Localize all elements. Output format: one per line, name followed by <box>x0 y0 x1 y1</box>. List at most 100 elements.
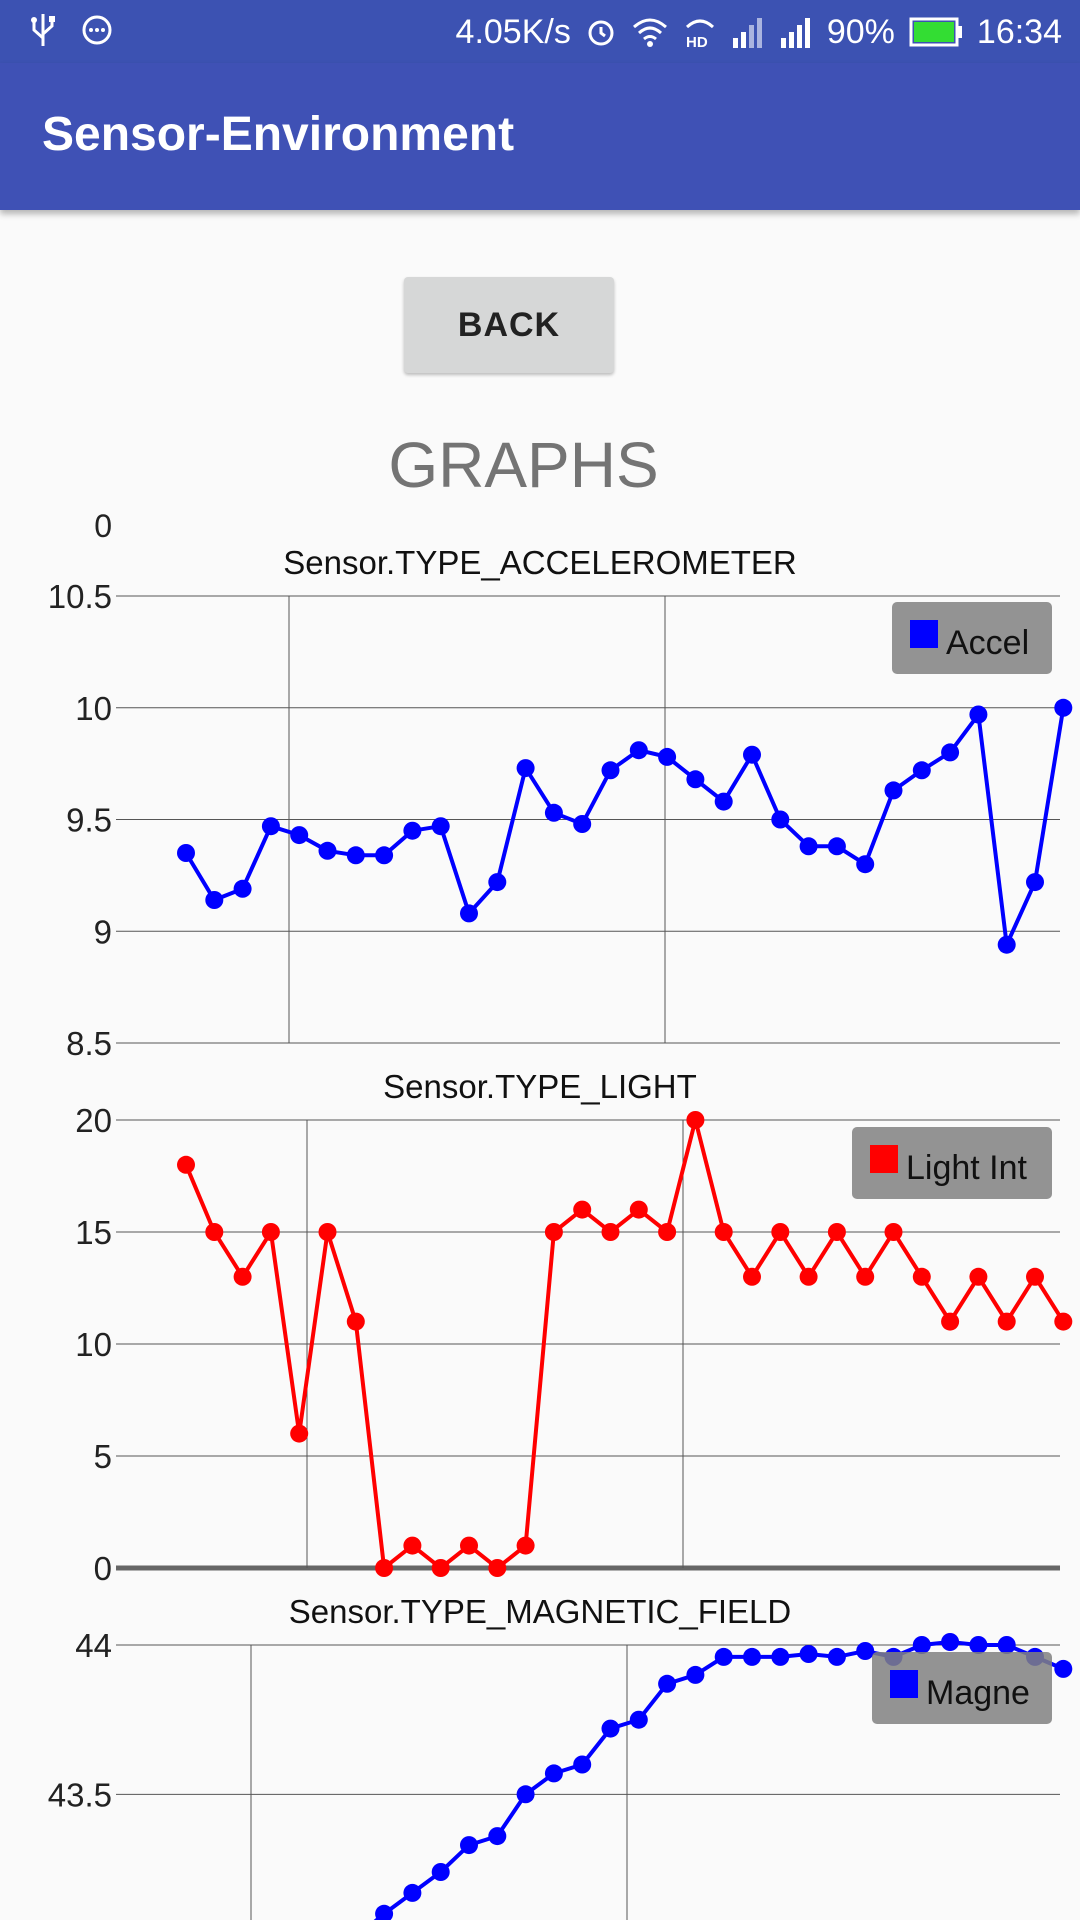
data-point <box>544 1764 563 1783</box>
data-point <box>827 1223 846 1241</box>
data-point <box>686 1111 705 1129</box>
data-point <box>1054 1312 1073 1331</box>
data-point <box>714 1223 733 1241</box>
data-point <box>743 745 761 764</box>
data-point <box>488 1827 507 1846</box>
data-point <box>1054 1659 1073 1678</box>
data-point <box>516 1536 535 1555</box>
data-point <box>460 1836 478 1855</box>
data-point <box>969 1636 988 1654</box>
data-point <box>403 1883 422 1902</box>
y-tick-label: 8.5 <box>66 1025 112 1062</box>
data-point <box>346 846 365 865</box>
signal-icon <box>780 18 810 48</box>
data-point <box>856 1267 875 1286</box>
data-point <box>997 1312 1016 1331</box>
y-tick-label: 0 <box>94 1550 112 1587</box>
status-icons-left <box>28 12 114 48</box>
data-point <box>856 855 875 874</box>
data-point <box>771 1223 790 1241</box>
data-point <box>941 743 960 762</box>
chart-1: Sensor.TYPE_LIGHT 20 15 10 5 0 Light Int <box>75 1068 1073 1587</box>
svg-text:HD: HD <box>686 34 708 49</box>
data-point <box>601 1223 620 1241</box>
data-point <box>431 1863 450 1881</box>
app-bar: Sensor-Environment <box>0 63 1080 210</box>
data-point <box>658 1674 677 1693</box>
data-point <box>488 1559 507 1577</box>
data-point <box>969 1267 988 1286</box>
y-tick-label: 43.5 <box>48 1776 112 1813</box>
data-point <box>177 1155 195 1174</box>
data-point <box>1026 1267 1044 1286</box>
signal-icon <box>732 18 762 48</box>
hd-icon: HD <box>685 19 714 49</box>
y-tick-label: 20 <box>75 1102 112 1139</box>
data-point <box>460 1536 478 1555</box>
data-point <box>856 1642 875 1660</box>
data-point <box>941 1312 960 1331</box>
page-title: GRAPHS <box>388 429 659 501</box>
data-point <box>233 879 252 898</box>
network-speed: 4.05K/s <box>455 12 571 51</box>
data-point <box>799 1645 818 1663</box>
data-point <box>912 1636 931 1654</box>
data-point <box>629 1710 648 1729</box>
data-point <box>573 1200 592 1219</box>
data-point <box>912 761 931 780</box>
data-point <box>714 792 733 811</box>
legend-swatch <box>910 620 938 648</box>
legend-label: Light Int <box>906 1149 1028 1187</box>
status-bar: 4.05K/s HD 90% 16:34 <box>0 0 1080 63</box>
chart-title: Sensor.TYPE_MAGNETIC_FIELD <box>289 1593 792 1630</box>
data-point <box>601 1719 620 1738</box>
app-title: Sensor-Environment <box>42 108 515 161</box>
y-tick-label: 15 <box>75 1214 112 1251</box>
data-point <box>1054 698 1073 717</box>
data-point <box>629 1200 648 1219</box>
alarm-icon <box>588 20 614 46</box>
y-tick-label: 10.5 <box>48 578 112 615</box>
data-point <box>714 1647 733 1666</box>
status-icons-right: 4.05K/s HD 90% 16:34 <box>456 8 1062 56</box>
legend-label: Magne <box>926 1674 1030 1712</box>
chart-0: Sensor.TYPE_ACCELEROMETER 10.5 10 9.5 9 8.5 Ac… <box>48 544 1073 1062</box>
data-point <box>375 846 394 865</box>
y-tick-label: 10 <box>75 1326 112 1363</box>
data-point <box>290 826 309 845</box>
data-point <box>658 1223 677 1241</box>
y-tick-label: 9.5 <box>66 802 112 839</box>
data-point <box>686 1665 705 1684</box>
data-point <box>403 1536 422 1555</box>
chart-title: Sensor.TYPE_ACCELEROMETER <box>283 544 797 581</box>
data-point <box>799 837 818 856</box>
battery-icon <box>909 17 962 47</box>
legend-box <box>852 1127 1052 1199</box>
y-tick-label: 44 <box>75 1627 112 1664</box>
data-point <box>375 1559 394 1577</box>
data-point <box>799 1267 818 1286</box>
data-point <box>261 817 280 836</box>
data-point <box>743 1267 761 1286</box>
data-point <box>233 1267 252 1286</box>
chart-title: Sensor.TYPE_LIGHT <box>383 1068 697 1105</box>
data-point <box>403 821 422 840</box>
data-point <box>544 1223 563 1241</box>
wifi-icon <box>632 18 667 47</box>
data-point <box>318 1223 337 1241</box>
y-tick-label: 10 <box>75 690 112 727</box>
back-button[interactable]: BACK <box>404 277 614 373</box>
data-point <box>1026 873 1044 892</box>
data-point <box>516 759 535 778</box>
data-point <box>771 810 790 829</box>
legend-label: Accel <box>946 624 1029 662</box>
data-point <box>573 1755 592 1774</box>
data-point <box>488 873 507 892</box>
data-point <box>205 891 224 909</box>
data-point <box>827 837 846 856</box>
data-point <box>544 803 563 822</box>
data-point <box>346 1312 365 1331</box>
battery-percent: 90% <box>826 12 895 51</box>
